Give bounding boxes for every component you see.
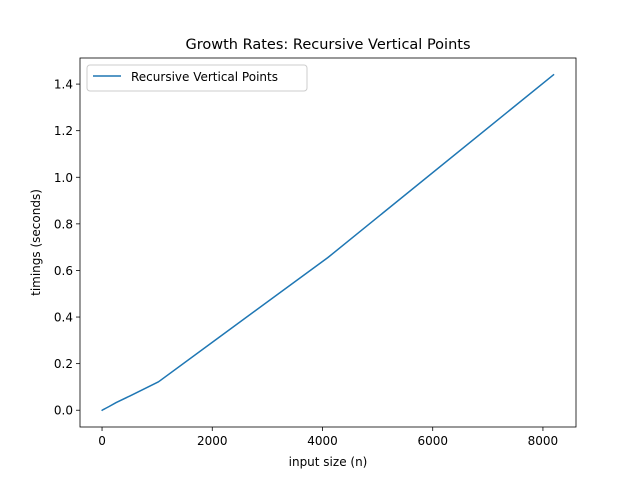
y-tick-label: 0.6 bbox=[54, 264, 73, 278]
x-tick-label: 6000 bbox=[417, 434, 448, 448]
chart-title: Growth Rates: Recursive Vertical Points bbox=[186, 37, 471, 53]
series-layer bbox=[101, 73, 555, 412]
x-tick-label: 0 bbox=[98, 434, 106, 448]
x-tick-label: 2000 bbox=[197, 434, 228, 448]
axes-frame bbox=[79, 57, 577, 428]
x-axis-ticks: 0 2000 4000 6000 8000 bbox=[98, 427, 558, 448]
y-tick-label: 1.2 bbox=[54, 124, 73, 138]
y-tick-label: 1.4 bbox=[54, 78, 73, 92]
x-tick-label: 4000 bbox=[307, 434, 338, 448]
y-axis-ticks: 0.0 0.2 0.4 0.6 0.8 1.0 1.2 1.4 bbox=[54, 78, 80, 418]
y-tick-label: 0.8 bbox=[54, 217, 73, 231]
legend-label: Recursive Vertical Points bbox=[131, 70, 278, 84]
legend-box bbox=[86, 64, 308, 92]
y-tick-label: 0.4 bbox=[54, 311, 73, 325]
series-line-0 bbox=[101, 73, 555, 412]
y-tick-label: 1.0 bbox=[54, 171, 73, 185]
legend: Recursive Vertical Points bbox=[86, 64, 308, 92]
y-tick-label: 0.2 bbox=[54, 357, 73, 371]
y-axis-label: timings (seconds) bbox=[29, 189, 43, 296]
y-tick-label: 0.0 bbox=[54, 404, 73, 418]
x-axis-label: input size (n) bbox=[289, 455, 368, 469]
x-tick-label: 8000 bbox=[528, 434, 559, 448]
